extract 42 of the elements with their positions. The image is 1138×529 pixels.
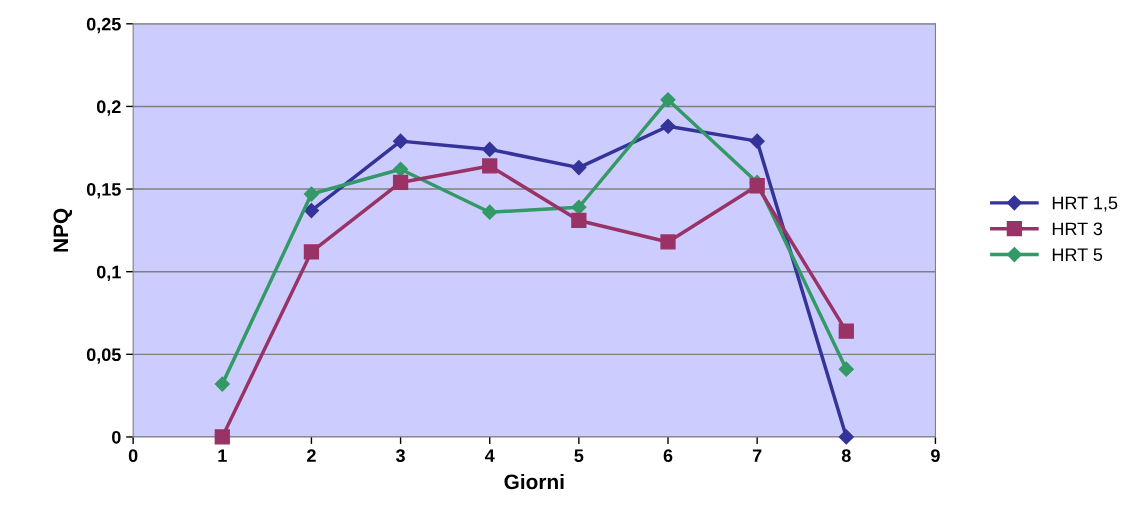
point: [660, 234, 676, 250]
point: [571, 212, 587, 229]
point: [214, 429, 230, 445]
x-tick-label: 2: [307, 449, 316, 462]
point: [214, 376, 230, 392]
legend-label: HRT 3: [1052, 222, 1103, 236]
point: [392, 174, 409, 191]
x-tick-label: 3: [395, 449, 405, 463]
y-tick-label: 0,2: [96, 100, 121, 116]
x-tick-label: 9: [931, 449, 940, 463]
y-tick-label: 0,05: [86, 348, 121, 364]
x-tick-label: 1: [218, 449, 227, 462]
point: [393, 161, 409, 177]
point: [571, 160, 587, 176]
point: [393, 133, 409, 149]
point: [482, 204, 498, 220]
point: [482, 158, 498, 174]
point: [838, 361, 854, 377]
point: [482, 141, 498, 157]
y-tick-label: 0,25: [86, 17, 121, 34]
y-axis-title: NPQ: [53, 208, 73, 252]
x-tick-label: 5: [574, 449, 584, 463]
point: [571, 199, 587, 215]
point: [749, 133, 765, 149]
legend-label: HRT 1,5: [1052, 196, 1118, 212]
point: [660, 118, 676, 134]
x-tick-label: 8: [841, 449, 851, 463]
point: [749, 178, 765, 194]
x-tick-label: 6: [663, 449, 673, 463]
legend-label: HRT 5: [1052, 248, 1103, 262]
x-axis-title: Giorni: [504, 473, 564, 490]
x-tick-label: 7: [752, 449, 762, 462]
y-tick-label: 0,15: [86, 183, 121, 199]
point: [303, 244, 320, 260]
x-tick-label: 0: [128, 449, 138, 463]
point: [303, 186, 320, 202]
point: [838, 429, 854, 445]
x-tick-label: 4: [484, 449, 495, 462]
point: [838, 323, 854, 339]
point: [660, 92, 676, 108]
y-tick-label: 0: [112, 430, 121, 444]
y-tick-label: 0,1: [96, 265, 121, 282]
